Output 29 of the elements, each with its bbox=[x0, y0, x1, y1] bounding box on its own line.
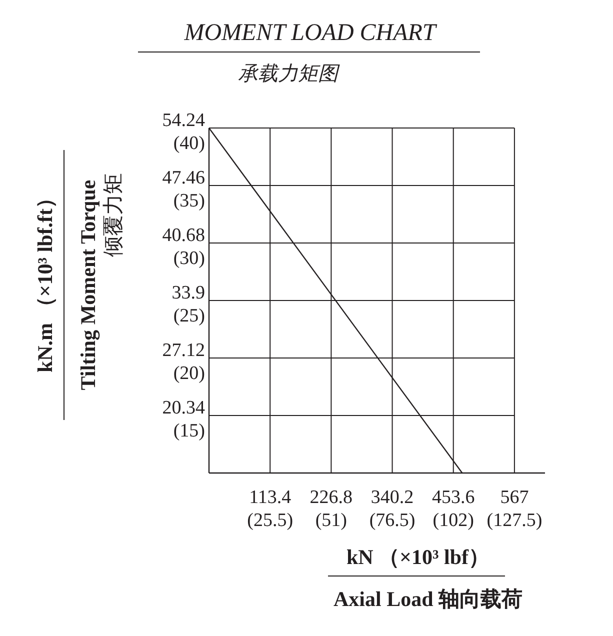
x2-tick-label: (76.5) bbox=[369, 510, 416, 531]
x2-tick-label: (51) bbox=[315, 510, 348, 531]
y-tick-label: 47.46 bbox=[162, 168, 205, 188]
chart-subtitle: 承载力矩图 bbox=[238, 63, 340, 85]
y-tick-label: 27.12 bbox=[162, 340, 205, 361]
x-tick-label: 340.2 bbox=[370, 487, 414, 508]
y2-tick-label: (30) bbox=[173, 248, 205, 269]
text: 倾覆力矩 bbox=[101, 173, 125, 257]
y-tick-label: 33.9 bbox=[172, 282, 205, 304]
y2-tick-label: (35) bbox=[173, 190, 205, 212]
text: Tilting Moment Torque bbox=[76, 180, 100, 390]
y2-tick-label: (25) bbox=[173, 306, 205, 326]
x-tick-label: 567 bbox=[500, 487, 529, 508]
x2-tick-label: (25.5) bbox=[247, 510, 294, 531]
y2-tick-label: (40) bbox=[173, 133, 205, 154]
y2-tick-label: (20) bbox=[173, 363, 205, 384]
x2-tick-label: (127.5) bbox=[486, 510, 542, 531]
text: kN.m （×10³ lbf.ft） bbox=[33, 187, 57, 373]
x-tick-label: 226.8 bbox=[310, 487, 353, 508]
text: Axial Load 轴向载荷 bbox=[333, 587, 523, 611]
x-tick-label: 113.4 bbox=[249, 487, 292, 508]
x-axis-title: kN （×10³ lbf） bbox=[346, 545, 490, 569]
y-tick-label: 40.68 bbox=[162, 225, 205, 246]
y-tick-label: 54.24 bbox=[162, 110, 206, 131]
x-tick-label: 453.6 bbox=[432, 487, 475, 508]
x2-tick-label: (102) bbox=[432, 510, 474, 531]
y-tick-label: 20.34 bbox=[162, 398, 206, 418]
y2-tick-label: (15) bbox=[173, 420, 205, 442]
chart-title: MOMENT LOAD CHART bbox=[183, 20, 438, 46]
